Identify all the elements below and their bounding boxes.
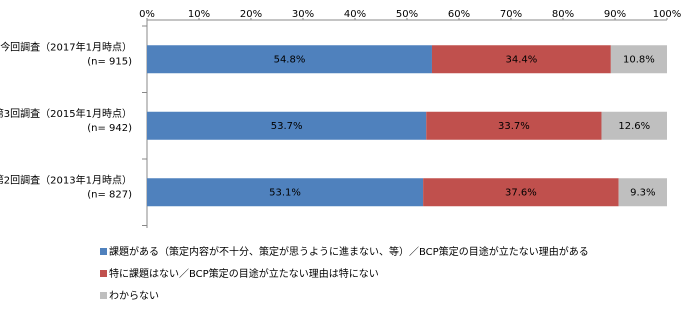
x-tick-label: 10%	[188, 9, 210, 20]
legend-swatch	[100, 270, 107, 277]
value-label: 10.8%	[623, 54, 655, 65]
bar-segment	[423, 178, 619, 207]
legend-label: 課題がある（策定内容が不十分、策定が思うように進まない、等）／BCP策定の目途が…	[109, 245, 589, 258]
bar-segment	[618, 178, 667, 207]
y-tick-label: (n= 827)	[87, 189, 132, 200]
bar-segment	[147, 45, 432, 74]
bar-segment	[601, 111, 667, 140]
bar-segment	[426, 111, 602, 140]
legend-label: わからない	[109, 290, 159, 302]
legend-swatch	[100, 292, 107, 299]
x-tick-label: 30%	[292, 9, 314, 20]
value-label: 37.6%	[505, 187, 537, 198]
y-tick-label: 第3回調査（2015年1月時点）	[0, 107, 132, 120]
x-tick-label: 70%	[500, 9, 522, 20]
x-tick-label: 40%	[344, 9, 366, 20]
value-label: 53.7%	[271, 121, 303, 132]
value-label: 12.6%	[618, 121, 650, 132]
x-tick-label: 80%	[552, 9, 574, 20]
x-tick-label: 50%	[396, 9, 418, 20]
x-tick-label: 20%	[240, 9, 262, 20]
value-label: 9.3%	[630, 187, 655, 198]
x-tick-label: 0%	[139, 9, 155, 20]
y-tick-label: 今回調査（2017年1月時点）	[0, 40, 132, 53]
legend-swatch	[100, 248, 107, 255]
bar-segment	[610, 45, 667, 74]
value-label: 54.8%	[274, 54, 306, 65]
value-label: 33.7%	[498, 121, 530, 132]
legend-label: 特に課題はない／BCP策定の目途が立たない理由は特にない	[109, 267, 379, 280]
y-tick-label: (n= 942)	[87, 123, 132, 134]
x-tick-label: 100%	[653, 9, 682, 20]
y-tick-label: (n= 915)	[87, 56, 132, 67]
value-label: 53.1%	[269, 187, 301, 198]
bar-segment	[431, 45, 611, 74]
x-tick-label: 90%	[604, 9, 626, 20]
bar-segment	[147, 111, 427, 140]
bar-segment	[147, 178, 424, 207]
x-tick-label: 60%	[448, 9, 470, 20]
y-tick-label: 第2回調査（2013年1月時点）	[0, 173, 132, 186]
value-label: 34.4%	[506, 54, 538, 65]
